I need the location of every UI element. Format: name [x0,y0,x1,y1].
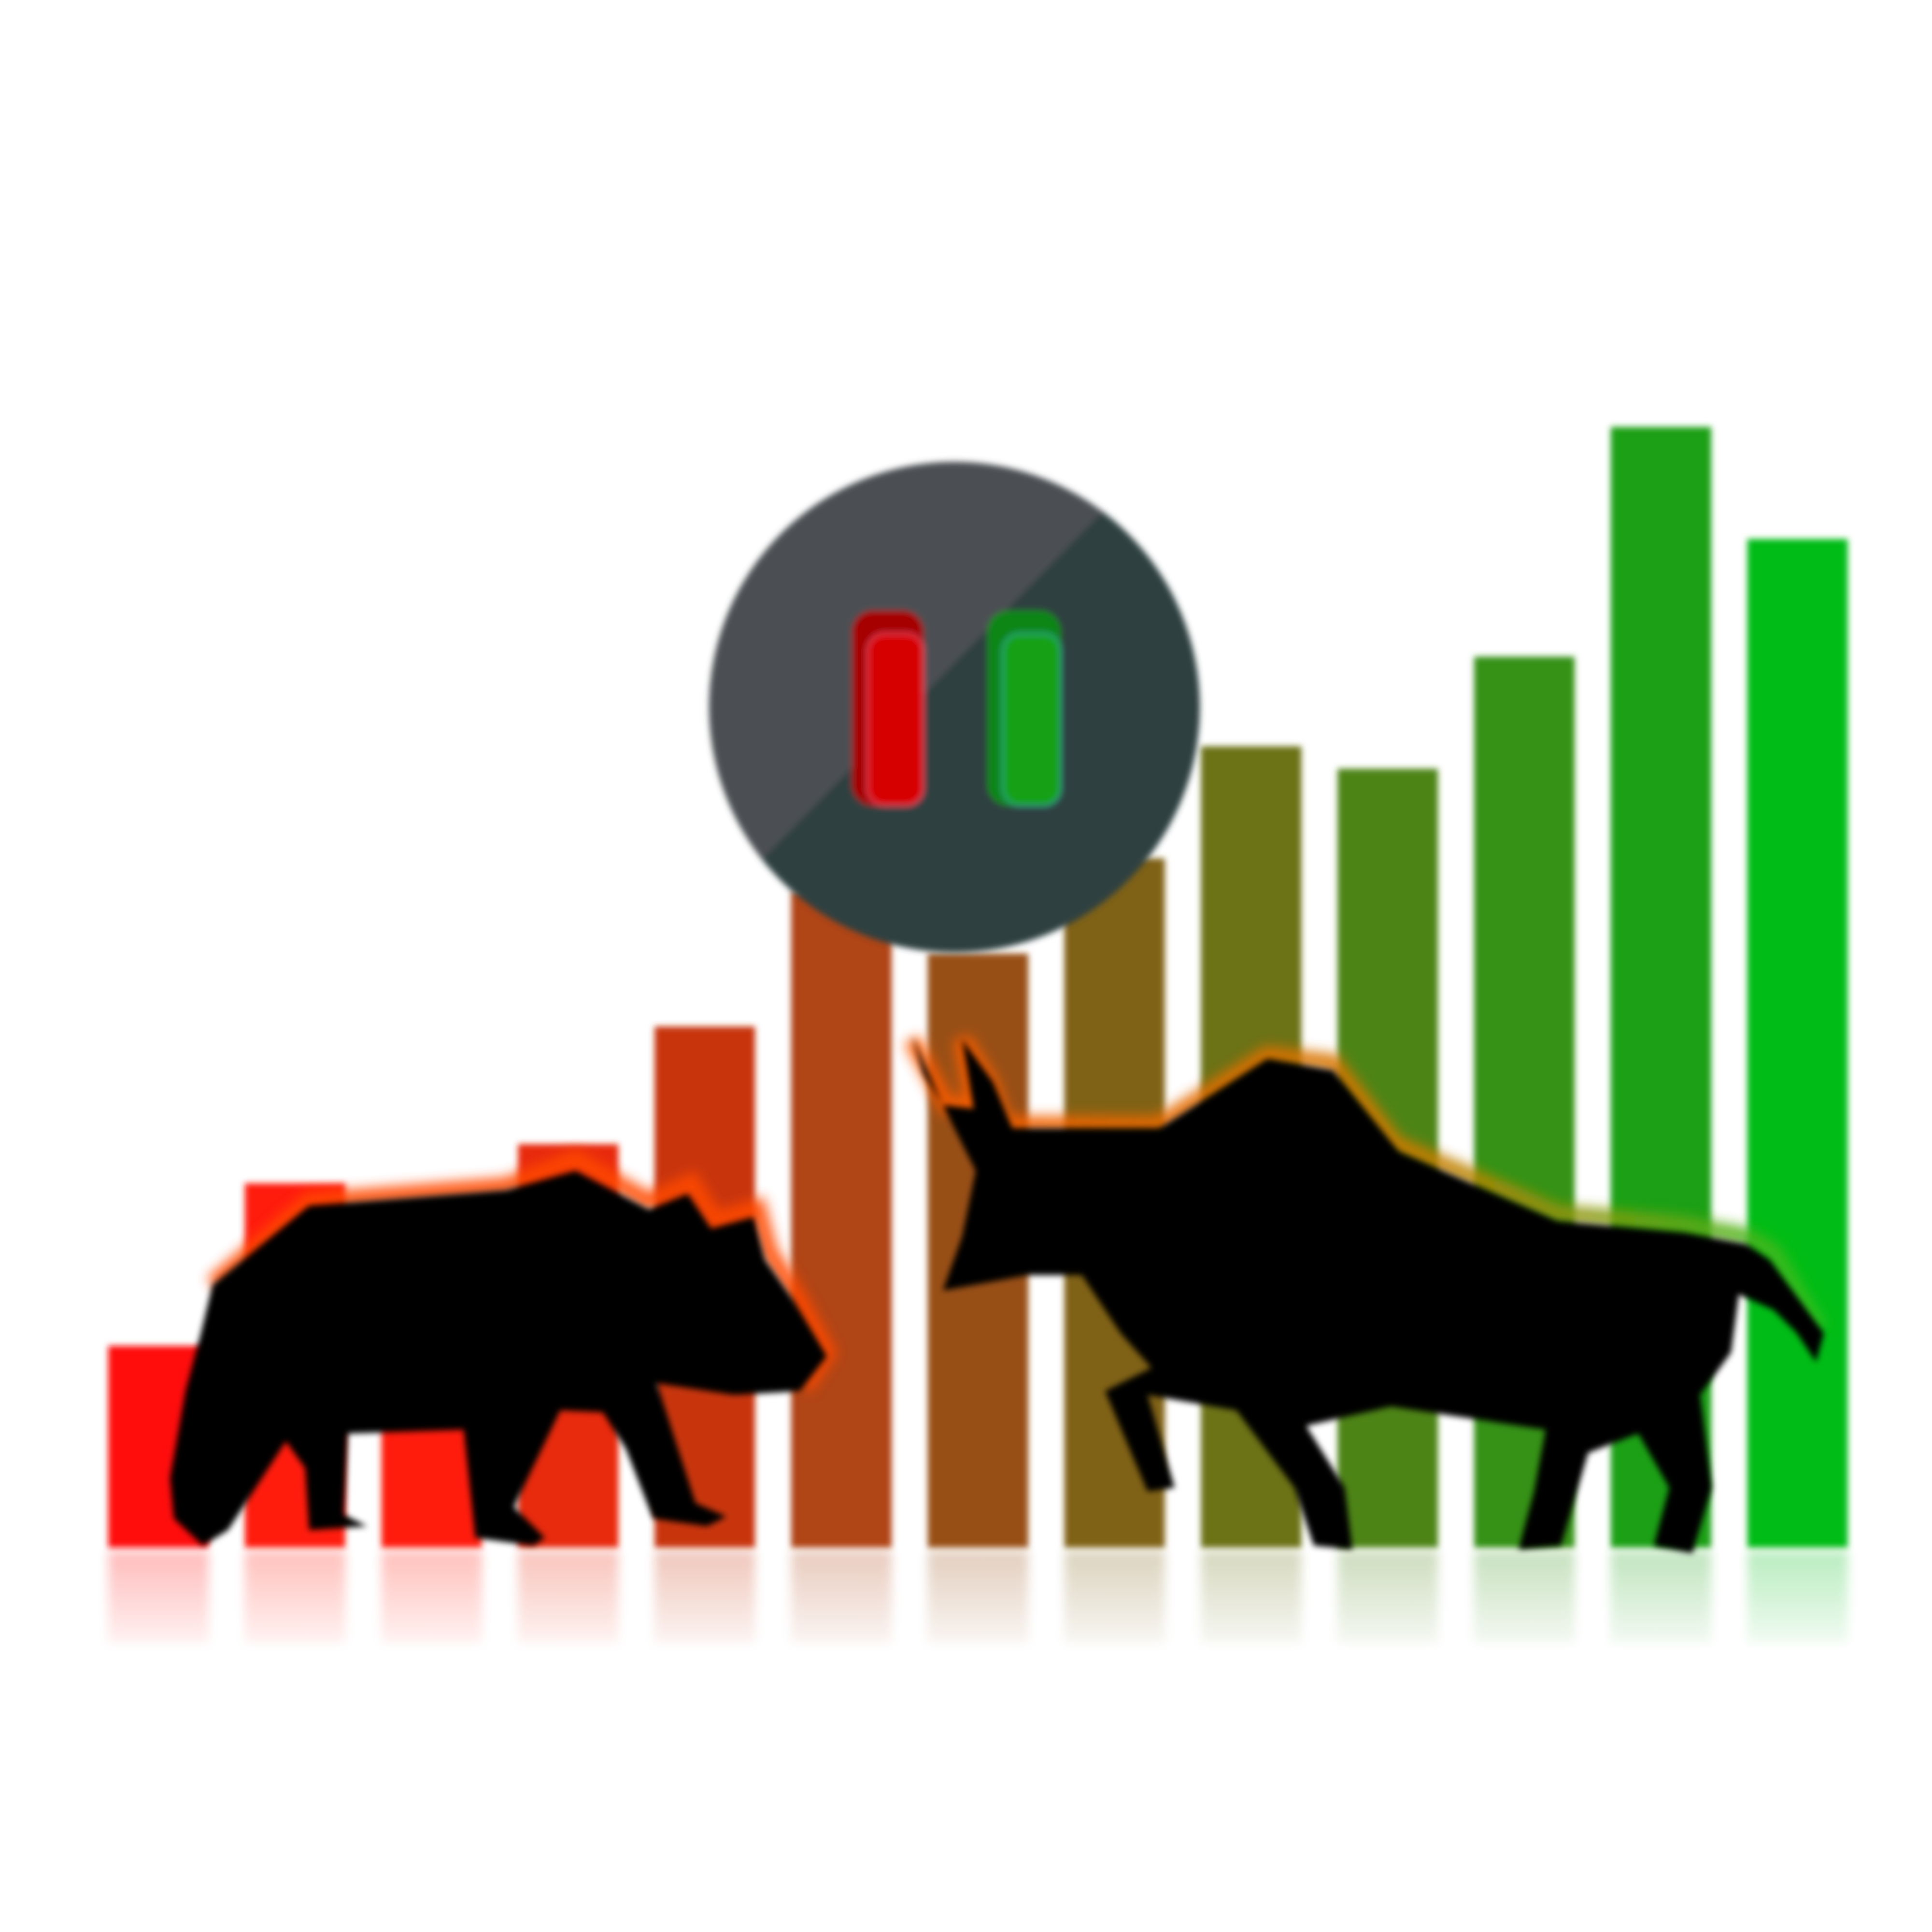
bull-icon [904,1035,1828,1553]
candlestick-badge [709,462,1200,952]
badge-dark-half [709,462,1200,952]
bar-13 [1747,539,1848,1548]
bear-icon [170,1150,837,1546]
reflection-fade [77,1549,1874,1665]
bar-6 [791,892,892,1548]
red-candle-icon [852,611,925,807]
green-candle-icon [987,611,1062,807]
